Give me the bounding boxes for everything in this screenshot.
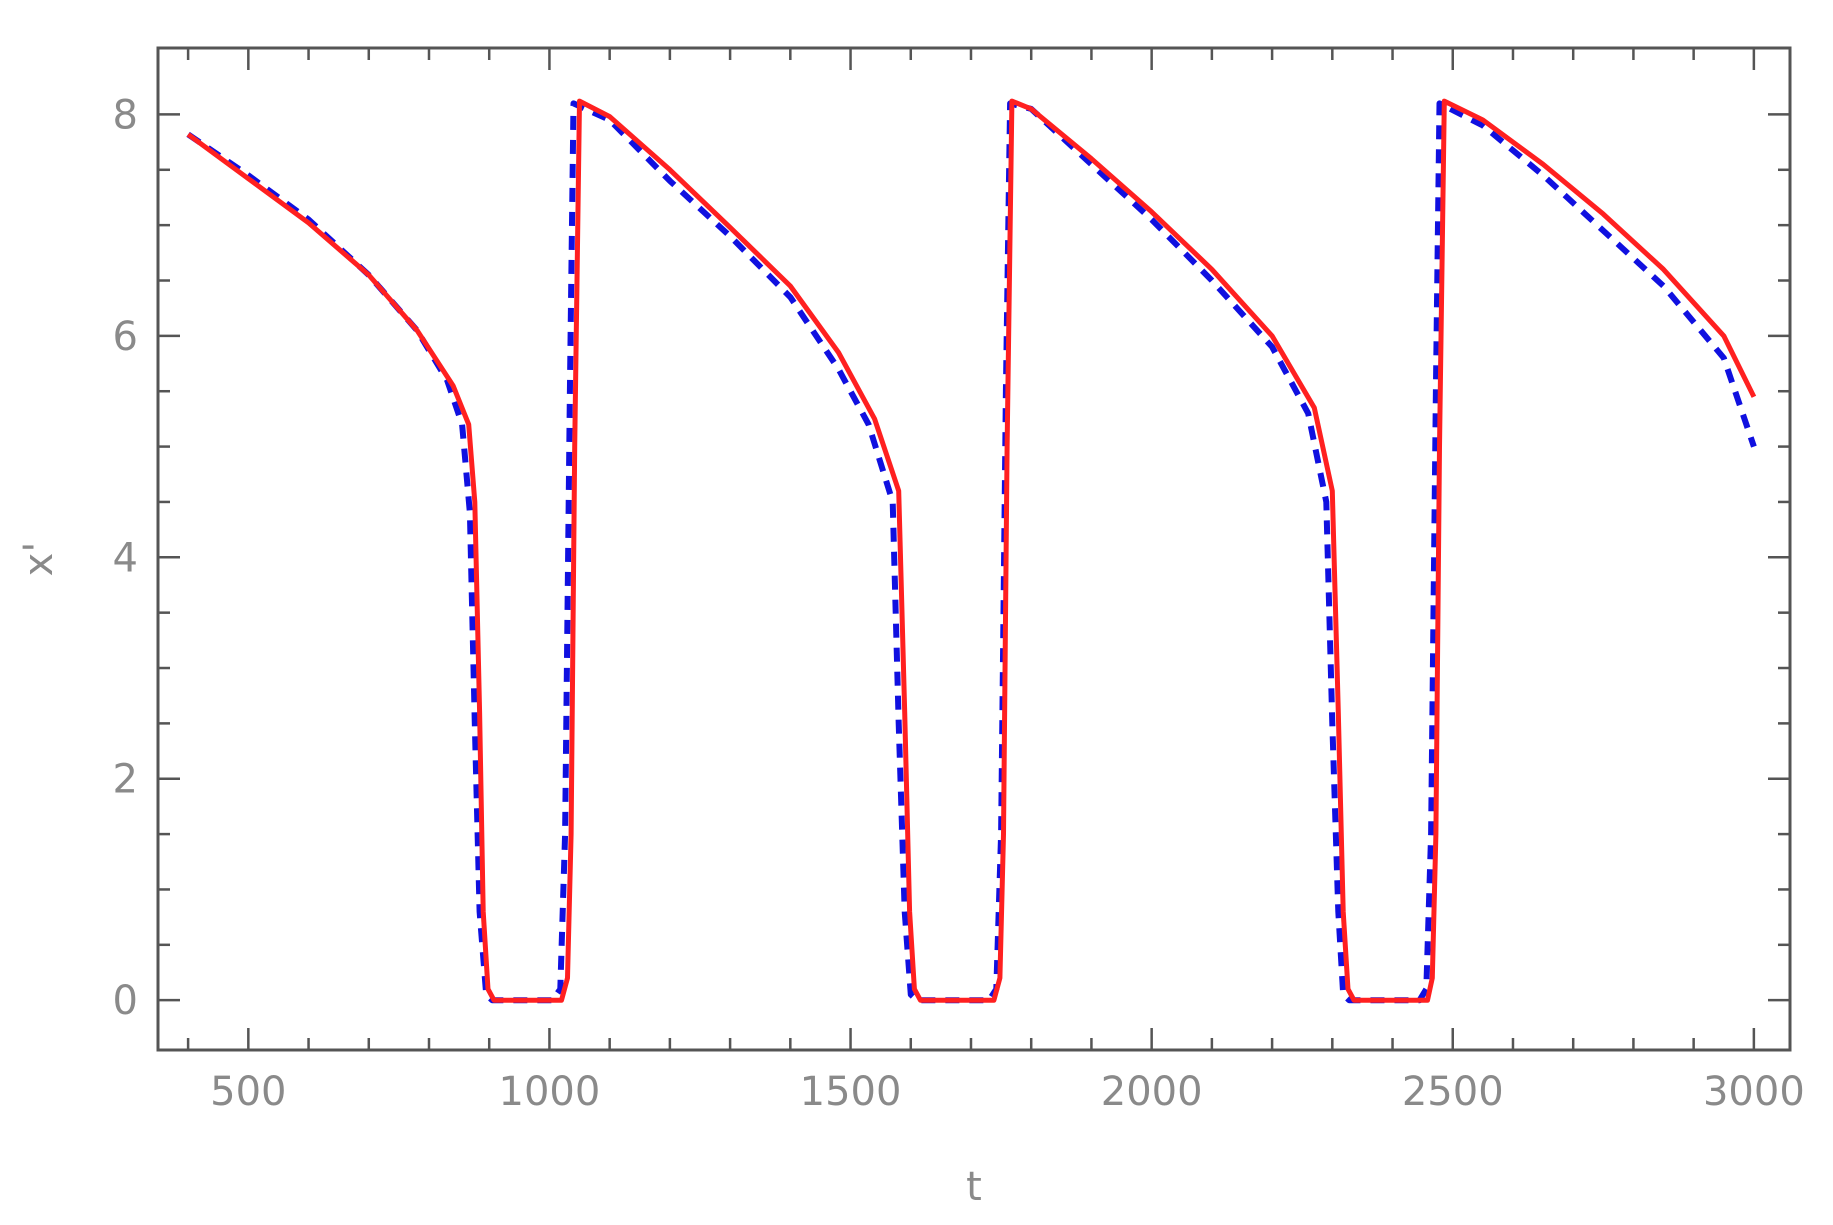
x-tick-label: 3000 [1703, 1069, 1805, 1115]
x-axis-label: t [966, 1164, 982, 1210]
y-tick-label: 4 [113, 535, 138, 581]
y-tick-label: 6 [113, 314, 138, 360]
x-tick-label: 2000 [1101, 1069, 1203, 1115]
x-tick-label: 500 [210, 1069, 286, 1115]
y-tick-label: 2 [113, 757, 138, 803]
y-axis-label: x' [16, 542, 62, 577]
series-line-solid-red [186, 98, 1757, 1003]
x-tick-label: 1000 [499, 1069, 601, 1115]
axis-ticks [158, 48, 1790, 1050]
plot-frame-rect [156, 46, 1792, 1052]
axis-tick-labels: 500 1000 1500 2000 2500 3000 0 2 4 6 8 [113, 92, 1805, 1115]
data-series [186, 98, 1757, 1004]
y-tick-label: 0 [113, 978, 138, 1024]
y-tick-label: 8 [113, 92, 138, 138]
x-tick-label: 2500 [1402, 1069, 1504, 1115]
x-tick-label: 1500 [800, 1069, 902, 1115]
plot-frame [156, 46, 1792, 1052]
series-line-dashed-blue [186, 100, 1757, 1004]
